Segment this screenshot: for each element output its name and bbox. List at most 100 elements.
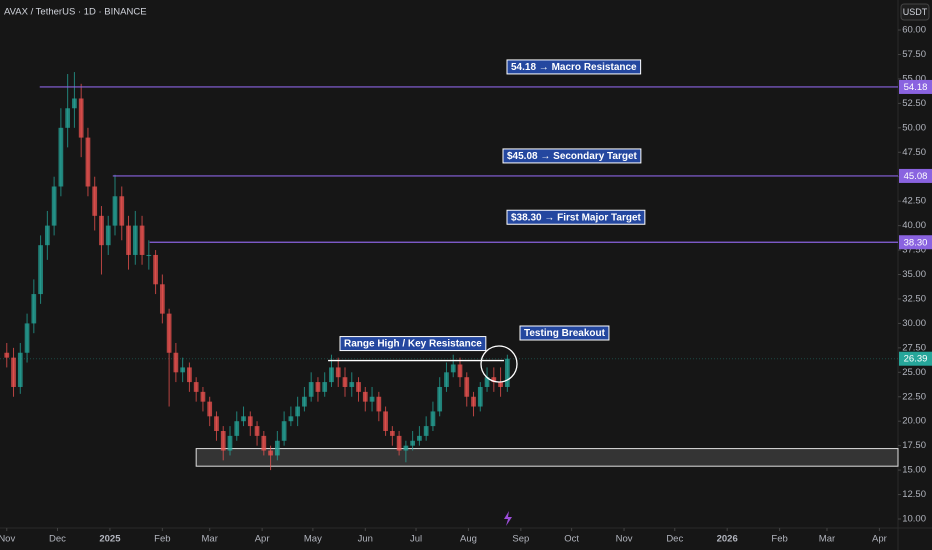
- candle-body: [274, 440, 280, 456]
- candle-body: [498, 382, 503, 387]
- candle-body: [261, 435, 267, 451]
- candle-body: [308, 382, 314, 397]
- candle-body: [302, 396, 307, 407]
- x-tick-label: May: [304, 534, 322, 545]
- price-badge-label: 45.08: [904, 171, 928, 182]
- x-tick-label: Aug: [460, 534, 477, 545]
- x-tick-label: Dec: [49, 534, 66, 545]
- candle-body: [17, 352, 23, 387]
- y-tick-label: 52.50: [902, 98, 926, 109]
- candle-body: [322, 382, 328, 392]
- candle-body: [349, 382, 355, 387]
- y-tick-label: 35.00: [902, 269, 926, 280]
- y-tick-label: 30.00: [902, 318, 926, 329]
- candle-body: [356, 382, 361, 392]
- candle-body: [389, 430, 395, 436]
- candle-body: [126, 225, 131, 255]
- y-tick-label: 42.50: [902, 196, 926, 207]
- x-tick-label: Dec: [666, 534, 683, 545]
- candle-body: [464, 377, 470, 397]
- last-price-badge: [899, 351, 932, 366]
- candle-body: [180, 367, 186, 373]
- candle-body: [417, 435, 422, 441]
- annotation-box: [519, 325, 610, 341]
- y-tick-label: 12.50: [902, 489, 926, 500]
- candle-body: [38, 245, 43, 295]
- candle-body: [220, 430, 226, 451]
- x-tick-label: Jun: [358, 534, 373, 545]
- candle-body: [423, 426, 429, 436]
- candle-body: [4, 352, 10, 358]
- x-tick-label: Feb: [771, 534, 787, 545]
- candle-body: [376, 396, 382, 412]
- candle-body: [139, 225, 145, 255]
- candle-body: [153, 254, 158, 285]
- y-tick-label: 40.00: [902, 220, 926, 231]
- x-tick-label: Jul: [410, 534, 422, 545]
- candle-body: [99, 215, 104, 246]
- x-tick-label: Apr: [255, 534, 270, 545]
- price-badge-label: 38.30: [904, 237, 928, 248]
- candle-body: [491, 377, 497, 383]
- currency-button[interactable]: [900, 3, 930, 21]
- y-tick-label: 25.00: [902, 367, 926, 378]
- candle-body: [44, 225, 50, 246]
- candle-body: [85, 137, 91, 187]
- x-tick-label: 2026: [717, 534, 738, 545]
- chart-title: AVAX / TetherUS · 1D · BINANCE: [4, 7, 147, 18]
- candle-body: [105, 225, 111, 246]
- y-tick-label: 57.50: [902, 49, 926, 60]
- candle-body: [241, 416, 246, 422]
- candle-body: [11, 357, 16, 387]
- annotation-box: [339, 336, 487, 352]
- candle-body: [119, 196, 125, 226]
- highlight-circle: [480, 345, 518, 383]
- candle-body: [214, 416, 219, 431]
- candle-body: [173, 352, 179, 373]
- candle-body: [477, 386, 483, 407]
- currency-label[interactable]: USDT: [903, 7, 928, 17]
- y-tick-label: 47.50: [902, 147, 926, 158]
- candle-body: [403, 445, 409, 451]
- candle-body: [187, 367, 192, 383]
- y-tick-label: 10.00: [902, 514, 926, 525]
- candle-body: [193, 382, 199, 392]
- annotation-text: $45.08 → Secondary Target: [507, 151, 638, 162]
- candle-body: [146, 254, 152, 256]
- candle-body: [51, 186, 57, 226]
- last-price-label: 26.39: [904, 354, 928, 365]
- candle-body: [132, 225, 138, 255]
- y-tick-label: 50.00: [902, 122, 926, 133]
- candle-body: [288, 416, 294, 422]
- x-tick-label: Apr: [872, 534, 887, 545]
- y-tick-label: 20.00: [902, 416, 926, 427]
- candle-body: [362, 391, 368, 402]
- candle-body: [430, 411, 436, 427]
- y-tick-label: 32.50: [902, 293, 926, 304]
- candle-body: [268, 450, 273, 456]
- y-tick-label: 37.50: [902, 245, 926, 256]
- price-badge: [899, 168, 932, 183]
- y-tick-label: 15.00: [902, 465, 926, 476]
- candle-body: [342, 377, 348, 387]
- candle-body: [369, 396, 375, 402]
- x-tick-label: 2025: [99, 534, 121, 545]
- candle-body: [383, 411, 388, 431]
- candle-body: [410, 440, 416, 446]
- x-tick-label: Nov: [616, 534, 633, 545]
- candle-body: [471, 396, 476, 407]
- candle-body: [166, 313, 172, 353]
- candle-body: [78, 98, 84, 138]
- annotation-text: $38.30 → First Major Target: [511, 212, 642, 223]
- y-tick-label: 17.50: [902, 440, 926, 451]
- support-zone: [195, 448, 899, 467]
- candle-body: [457, 364, 463, 378]
- annotation-text: Range High / Key Resistance: [344, 339, 482, 350]
- price-badge-label: 54.18: [904, 82, 928, 93]
- y-tick-label: 55.00: [902, 73, 926, 84]
- candle-body: [200, 391, 206, 402]
- candle-body: [444, 372, 449, 387]
- event-icon[interactable]: [504, 511, 512, 526]
- candle-body: [315, 382, 321, 392]
- candle-body: [295, 406, 301, 417]
